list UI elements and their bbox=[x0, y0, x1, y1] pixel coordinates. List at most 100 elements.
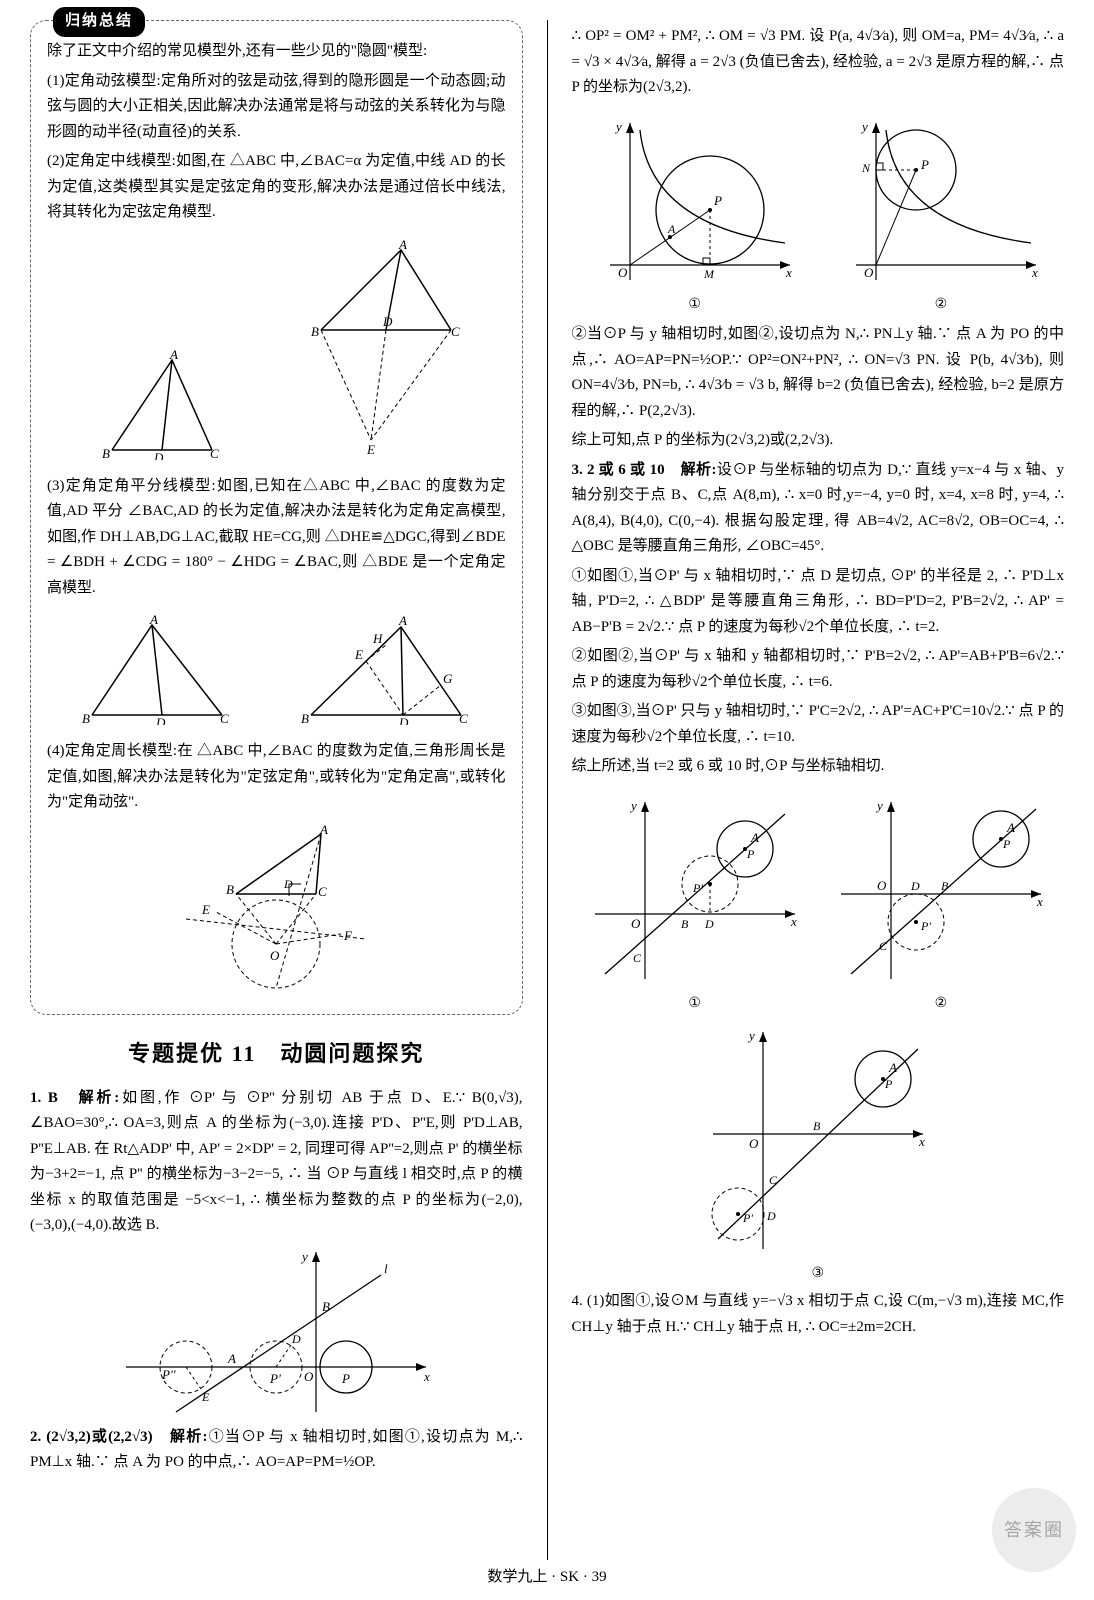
q3-label: 解析: bbox=[681, 462, 717, 478]
svg-text:C: C bbox=[220, 711, 229, 725]
triangle-median-diagram-2: A B D C E bbox=[301, 240, 471, 460]
svg-text:P': P' bbox=[920, 919, 931, 933]
svg-text:A: A bbox=[750, 830, 759, 845]
q2-diagram-1: x y O P A M bbox=[590, 115, 800, 285]
q3-cap-1: ① bbox=[585, 992, 805, 1016]
q2-diagram-2: x y O P N bbox=[836, 115, 1046, 285]
q3-cap-2: ② bbox=[831, 992, 1051, 1016]
summary-box: 归纳总结 除了正文中介绍的常见模型外,还有一些少见的"隐圆"模型: (1)定角动… bbox=[30, 20, 523, 1015]
q1-line: 1. B 解析:如图,作 ⊙P' 与 ⊙P'' 分别切 AB 于点 D、E.∵ … bbox=[30, 1086, 523, 1239]
svg-text:P: P bbox=[920, 157, 929, 172]
q2-cap-1: ① bbox=[590, 293, 800, 317]
svg-text:O: O bbox=[877, 878, 887, 893]
svg-text:O: O bbox=[631, 916, 641, 931]
svg-text:x: x bbox=[785, 265, 792, 280]
svg-text:D: D bbox=[398, 715, 409, 725]
svg-text:y: y bbox=[747, 1028, 755, 1043]
q3-diagram-1-wrap: x y O A P P' B D C ① bbox=[585, 786, 805, 1016]
watermark-icon: 答案圈 bbox=[992, 1488, 1076, 1572]
svg-text:x: x bbox=[918, 1134, 925, 1149]
svg-text:D: D bbox=[766, 1209, 776, 1223]
svg-text:A: A bbox=[398, 240, 407, 252]
q1-diagram: x y O l P P' P'' A B D E bbox=[116, 1247, 436, 1417]
q2-body-top: ∴ OP² = OM² + PM², ∴ OM = √3 PM. 设 P(a, … bbox=[572, 24, 1065, 101]
svg-text:A: A bbox=[1006, 820, 1015, 835]
svg-text:A: A bbox=[169, 350, 178, 362]
q2-line: 2. (2√3,2)或(2,2√3) 解析:①当⊙P 与 x 轴相切时,如图①,… bbox=[30, 1425, 523, 1476]
svg-text:P: P bbox=[746, 847, 755, 861]
q2-diagram-row: x y O P A M ① bbox=[572, 107, 1065, 317]
svg-text:l: l bbox=[384, 1261, 388, 1276]
svg-text:D: D bbox=[291, 1332, 301, 1346]
bisector-diagram-2: A B D C E H G bbox=[291, 615, 481, 725]
diagram-row-2: A B D C A B D C E H bbox=[47, 607, 506, 733]
summary-tab: 归纳总结 bbox=[53, 7, 145, 37]
svg-text:P: P bbox=[884, 1077, 893, 1091]
q2-cap-2: ② bbox=[836, 293, 1046, 317]
svg-text:B: B bbox=[941, 879, 949, 893]
q3-diagram-3: x y O A P P' B C D bbox=[703, 1024, 933, 1254]
svg-text:x: x bbox=[1031, 265, 1038, 280]
q3-diagram-2: x y O A P P' B D C bbox=[831, 794, 1051, 984]
svg-text:C: C bbox=[769, 1173, 778, 1187]
q3-line: 3. 2 或 6 或 10 解析:设⊙P 与坐标轴的切点为 D,∵ 直线 y=x… bbox=[572, 458, 1065, 560]
q2-diagram-2-wrap: x y O P N ② bbox=[836, 107, 1046, 317]
q2-answer: 2. (2√3,2)或(2,2√3) bbox=[30, 1429, 153, 1445]
svg-text:N: N bbox=[861, 161, 871, 175]
svg-text:D: D bbox=[910, 879, 920, 893]
column-divider bbox=[547, 20, 548, 1560]
svg-text:B: B bbox=[322, 1299, 330, 1314]
svg-text:A: A bbox=[398, 615, 407, 628]
svg-text:y: y bbox=[875, 798, 883, 813]
page-footer: 数学九上 · SK · 39 bbox=[0, 1565, 1094, 1591]
svg-text:B: B bbox=[813, 1119, 821, 1133]
svg-text:P': P' bbox=[742, 1211, 753, 1225]
svg-text:O: O bbox=[864, 265, 874, 280]
svg-text:P: P bbox=[713, 193, 722, 208]
svg-text:x: x bbox=[1036, 894, 1043, 909]
q3-diagram-2-wrap: x y O A P P' B D C ② bbox=[831, 786, 1051, 1016]
svg-text:B: B bbox=[311, 324, 319, 339]
svg-text:C: C bbox=[210, 446, 219, 460]
q3-diagram-3-wrap: x y O A P P' B C D ③ bbox=[572, 1024, 1065, 1286]
svg-text:M: M bbox=[703, 267, 715, 281]
svg-text:E: E bbox=[201, 902, 210, 917]
svg-text:D: D bbox=[704, 917, 714, 931]
svg-text:A: A bbox=[149, 615, 158, 627]
svg-text:x: x bbox=[790, 914, 797, 929]
svg-text:A: A bbox=[227, 1351, 236, 1366]
summary-item-4: (4)定角定周长模型:在 △ABC 中,∠BAC 的度数为定值,三角形周长是定值… bbox=[47, 739, 506, 816]
svg-text:E: E bbox=[201, 1390, 210, 1404]
svg-text:D: D bbox=[155, 715, 166, 725]
svg-text:E: E bbox=[354, 647, 363, 662]
q4-body: 4. (1)如图①,设⊙M 与直线 y=−√3 x 相切于点 C,设 C(m,−… bbox=[572, 1289, 1065, 1340]
svg-text:D: D bbox=[153, 450, 164, 460]
svg-text:B: B bbox=[226, 882, 234, 897]
q3-case1: ①如图①,当⊙P' 与 x 轴相切时,∵ 点 D 是切点, ⊙P' 的半径是 2… bbox=[572, 564, 1065, 641]
svg-text:B: B bbox=[301, 711, 309, 725]
q3-case2: ②如图②,当⊙P' 与 x 轴和 y 轴都相切时,∵ P'B=2√2, ∴ AP… bbox=[572, 644, 1065, 695]
q3-diagram-1: x y O A P P' B D C bbox=[585, 794, 805, 984]
summary-item-3: (3)定角定角平分线模型:如图,已知在△ABC 中,∠BAC 的度数为定值,AD… bbox=[47, 474, 506, 602]
bisector-diagram-1: A B D C bbox=[72, 615, 242, 725]
svg-text:O: O bbox=[618, 265, 628, 280]
q2-conclusion: 综上可知,点 P 的坐标为(2√3,2)或(2,2√3). bbox=[572, 428, 1065, 454]
svg-text:y: y bbox=[860, 119, 868, 134]
q1-answer: 1. B bbox=[30, 1090, 58, 1106]
svg-text:C: C bbox=[318, 884, 327, 899]
q1-body: 如图,作 ⊙P' 与 ⊙P'' 分别切 AB 于点 D、E.∵ B(0,√3),… bbox=[30, 1090, 523, 1234]
svg-text:O: O bbox=[304, 1369, 314, 1384]
svg-text:C: C bbox=[633, 951, 642, 965]
svg-text:B: B bbox=[102, 446, 110, 460]
q2-body2: ②当⊙P 与 y 轴相切时,如图②,设切点为 N,∴ PN⊥y 轴.∵ 点 A … bbox=[572, 322, 1065, 424]
left-column: 归纳总结 除了正文中介绍的常见模型外,还有一些少见的"隐圆"模型: (1)定角动… bbox=[30, 20, 523, 1560]
svg-text:D: D bbox=[382, 314, 393, 329]
svg-text:F: F bbox=[343, 928, 353, 943]
svg-text:y: y bbox=[300, 1249, 308, 1264]
svg-text:O: O bbox=[749, 1136, 759, 1151]
q3-diagram-row-1: x y O A P P' B D C ① bbox=[572, 786, 1065, 1016]
q1-label: 解析: bbox=[79, 1090, 120, 1106]
svg-text:y: y bbox=[629, 798, 637, 813]
svg-text:A: A bbox=[319, 824, 328, 837]
q2-diagram-1-wrap: x y O P A M ① bbox=[590, 107, 800, 317]
